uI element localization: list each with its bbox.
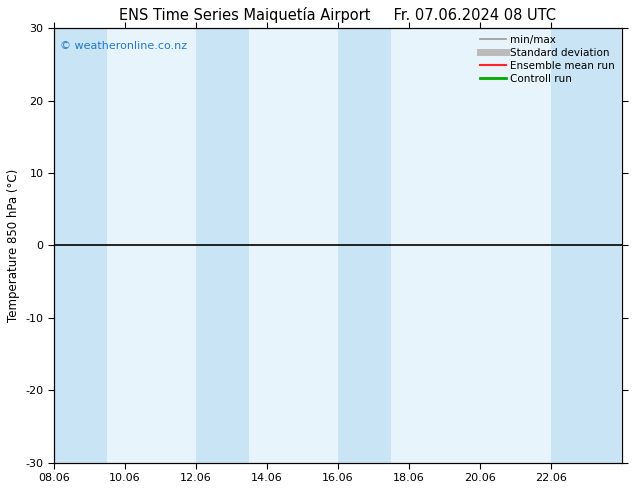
Bar <box>196 28 249 463</box>
Title: ENS Time Series Maiquetía Airport     Fr. 07.06.2024 08 UTC: ENS Time Series Maiquetía Airport Fr. 07… <box>119 7 556 23</box>
Bar <box>338 28 391 463</box>
Legend: min/max, Standard deviation, Ensemble mean run, Controll run: min/max, Standard deviation, Ensemble me… <box>476 30 619 88</box>
Text: © weatheronline.co.nz: © weatheronline.co.nz <box>60 41 187 51</box>
Y-axis label: Temperature 850 hPa (°C): Temperature 850 hPa (°C) <box>7 169 20 322</box>
Bar <box>550 28 621 463</box>
Bar <box>54 28 107 463</box>
